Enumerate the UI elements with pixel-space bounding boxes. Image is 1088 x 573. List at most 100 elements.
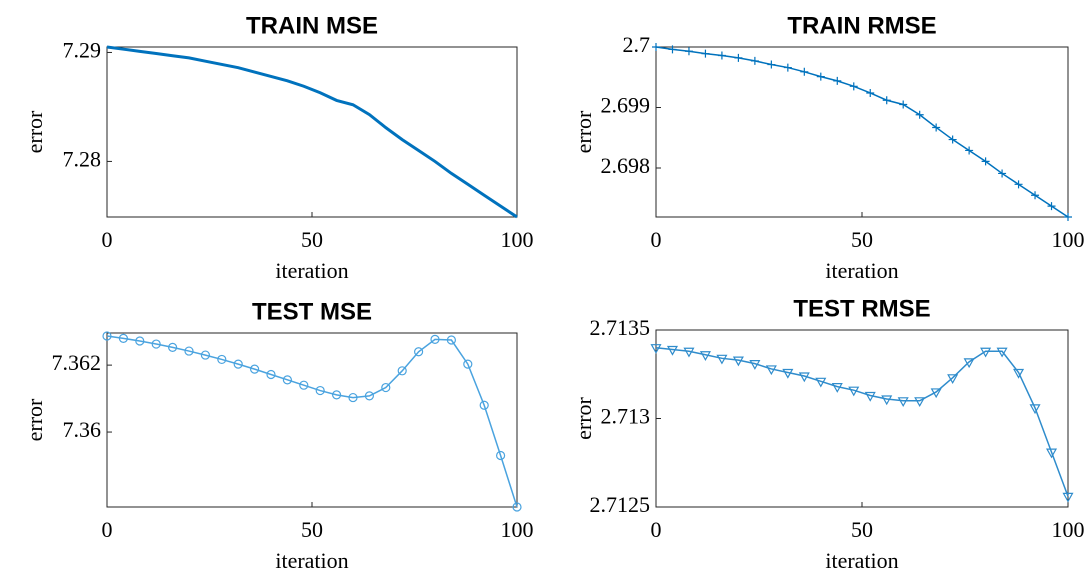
marker [767,60,776,69]
y-tick-label: 2.698 [601,153,651,178]
marker [250,364,260,374]
x-axis-label: iteration [275,258,348,283]
marker [882,96,891,105]
marker [348,392,358,403]
chart-title: TEST RMSE [793,295,930,322]
marker [414,347,424,357]
marker [749,360,761,370]
marker [666,345,679,356]
y-tick-label: 2.699 [601,93,651,118]
marker [963,358,975,369]
x-tick-label: 100 [501,227,534,252]
marker [332,390,342,400]
marker [496,450,506,461]
marker [899,100,908,109]
y-tick-label: 2.7135 [590,315,651,340]
marker [750,56,759,65]
marker [915,110,924,119]
marker [668,45,677,54]
marker [965,146,974,155]
marker [701,49,710,58]
x-tick-label: 0 [651,517,662,542]
marker [512,502,522,512]
marker [833,76,842,85]
marker [102,331,112,341]
x-tick-label: 0 [102,517,113,542]
marker [699,351,711,362]
axes-box [106,332,518,508]
line [106,335,518,508]
x-tick-label: 50 [301,227,323,252]
chart-title: TRAIN MSE [246,12,378,39]
marker [734,53,743,62]
marker [815,377,827,388]
marker [135,336,145,346]
marker [217,354,227,365]
marker [282,375,292,385]
axes-box [106,46,518,218]
marker [930,388,942,399]
x-tick-label: 50 [851,227,873,252]
y-tick-label: 2.7125 [590,492,651,517]
subplot: TEST RMSE iteration error 0 50 100 2.7125 2.713… [571,295,1084,573]
marker [200,350,210,360]
y-axis-label: error [22,398,47,441]
marker [1062,492,1074,503]
marker [732,356,744,367]
marker [716,354,728,365]
marker [479,400,489,410]
x-tick-label: 50 [851,517,873,542]
marker [233,359,243,369]
marker [897,397,909,408]
y-axis-label: error [571,396,596,439]
chart-title: TRAIN RMSE [787,12,936,39]
x-tick-label: 100 [1052,517,1085,542]
x-axis-label: iteration [825,548,898,573]
marker [798,372,810,383]
marker [381,382,391,393]
y-tick-label: 2.7 [623,32,651,57]
marker [446,335,456,345]
marker [765,365,777,376]
marker [184,346,194,356]
marker [118,333,129,343]
marker [299,380,309,390]
marker [948,135,957,144]
marker [168,342,178,352]
y-axis-label: error [571,110,596,153]
marker [881,395,893,406]
line [655,46,1069,218]
x-tick-label: 100 [1052,227,1085,252]
marker [866,88,875,97]
marker [1014,180,1023,189]
marker [364,391,374,401]
marker [1064,213,1072,221]
marker [782,368,794,379]
line [655,346,1069,497]
y-tick-label: 7.28 [63,146,102,171]
marker [652,43,660,51]
marker [981,157,990,166]
subplot: TRAIN MSE iteration error 0 50 100 7.28 7.29 [22,12,533,283]
marker [848,386,860,397]
marker [914,397,926,408]
y-tick-label: 2.713 [601,404,651,429]
x-axis-label: iteration [825,258,898,283]
marker [947,374,959,385]
marker [783,63,792,72]
marker [430,334,440,344]
marker [1013,368,1025,379]
marker [980,347,992,358]
marker [463,359,473,369]
subplot: TRAIN RMSE iteration error 0 50 100 2.698 2.699… [571,12,1084,283]
marker [864,391,876,402]
y-tick-label: 7.29 [63,37,102,62]
marker [800,67,809,76]
x-tick-label: 100 [501,517,534,542]
marker [1047,202,1056,211]
marker [397,366,407,376]
x-tick-label: 0 [651,227,662,252]
y-tick-label: 7.36 [63,417,102,442]
marker [684,47,693,56]
